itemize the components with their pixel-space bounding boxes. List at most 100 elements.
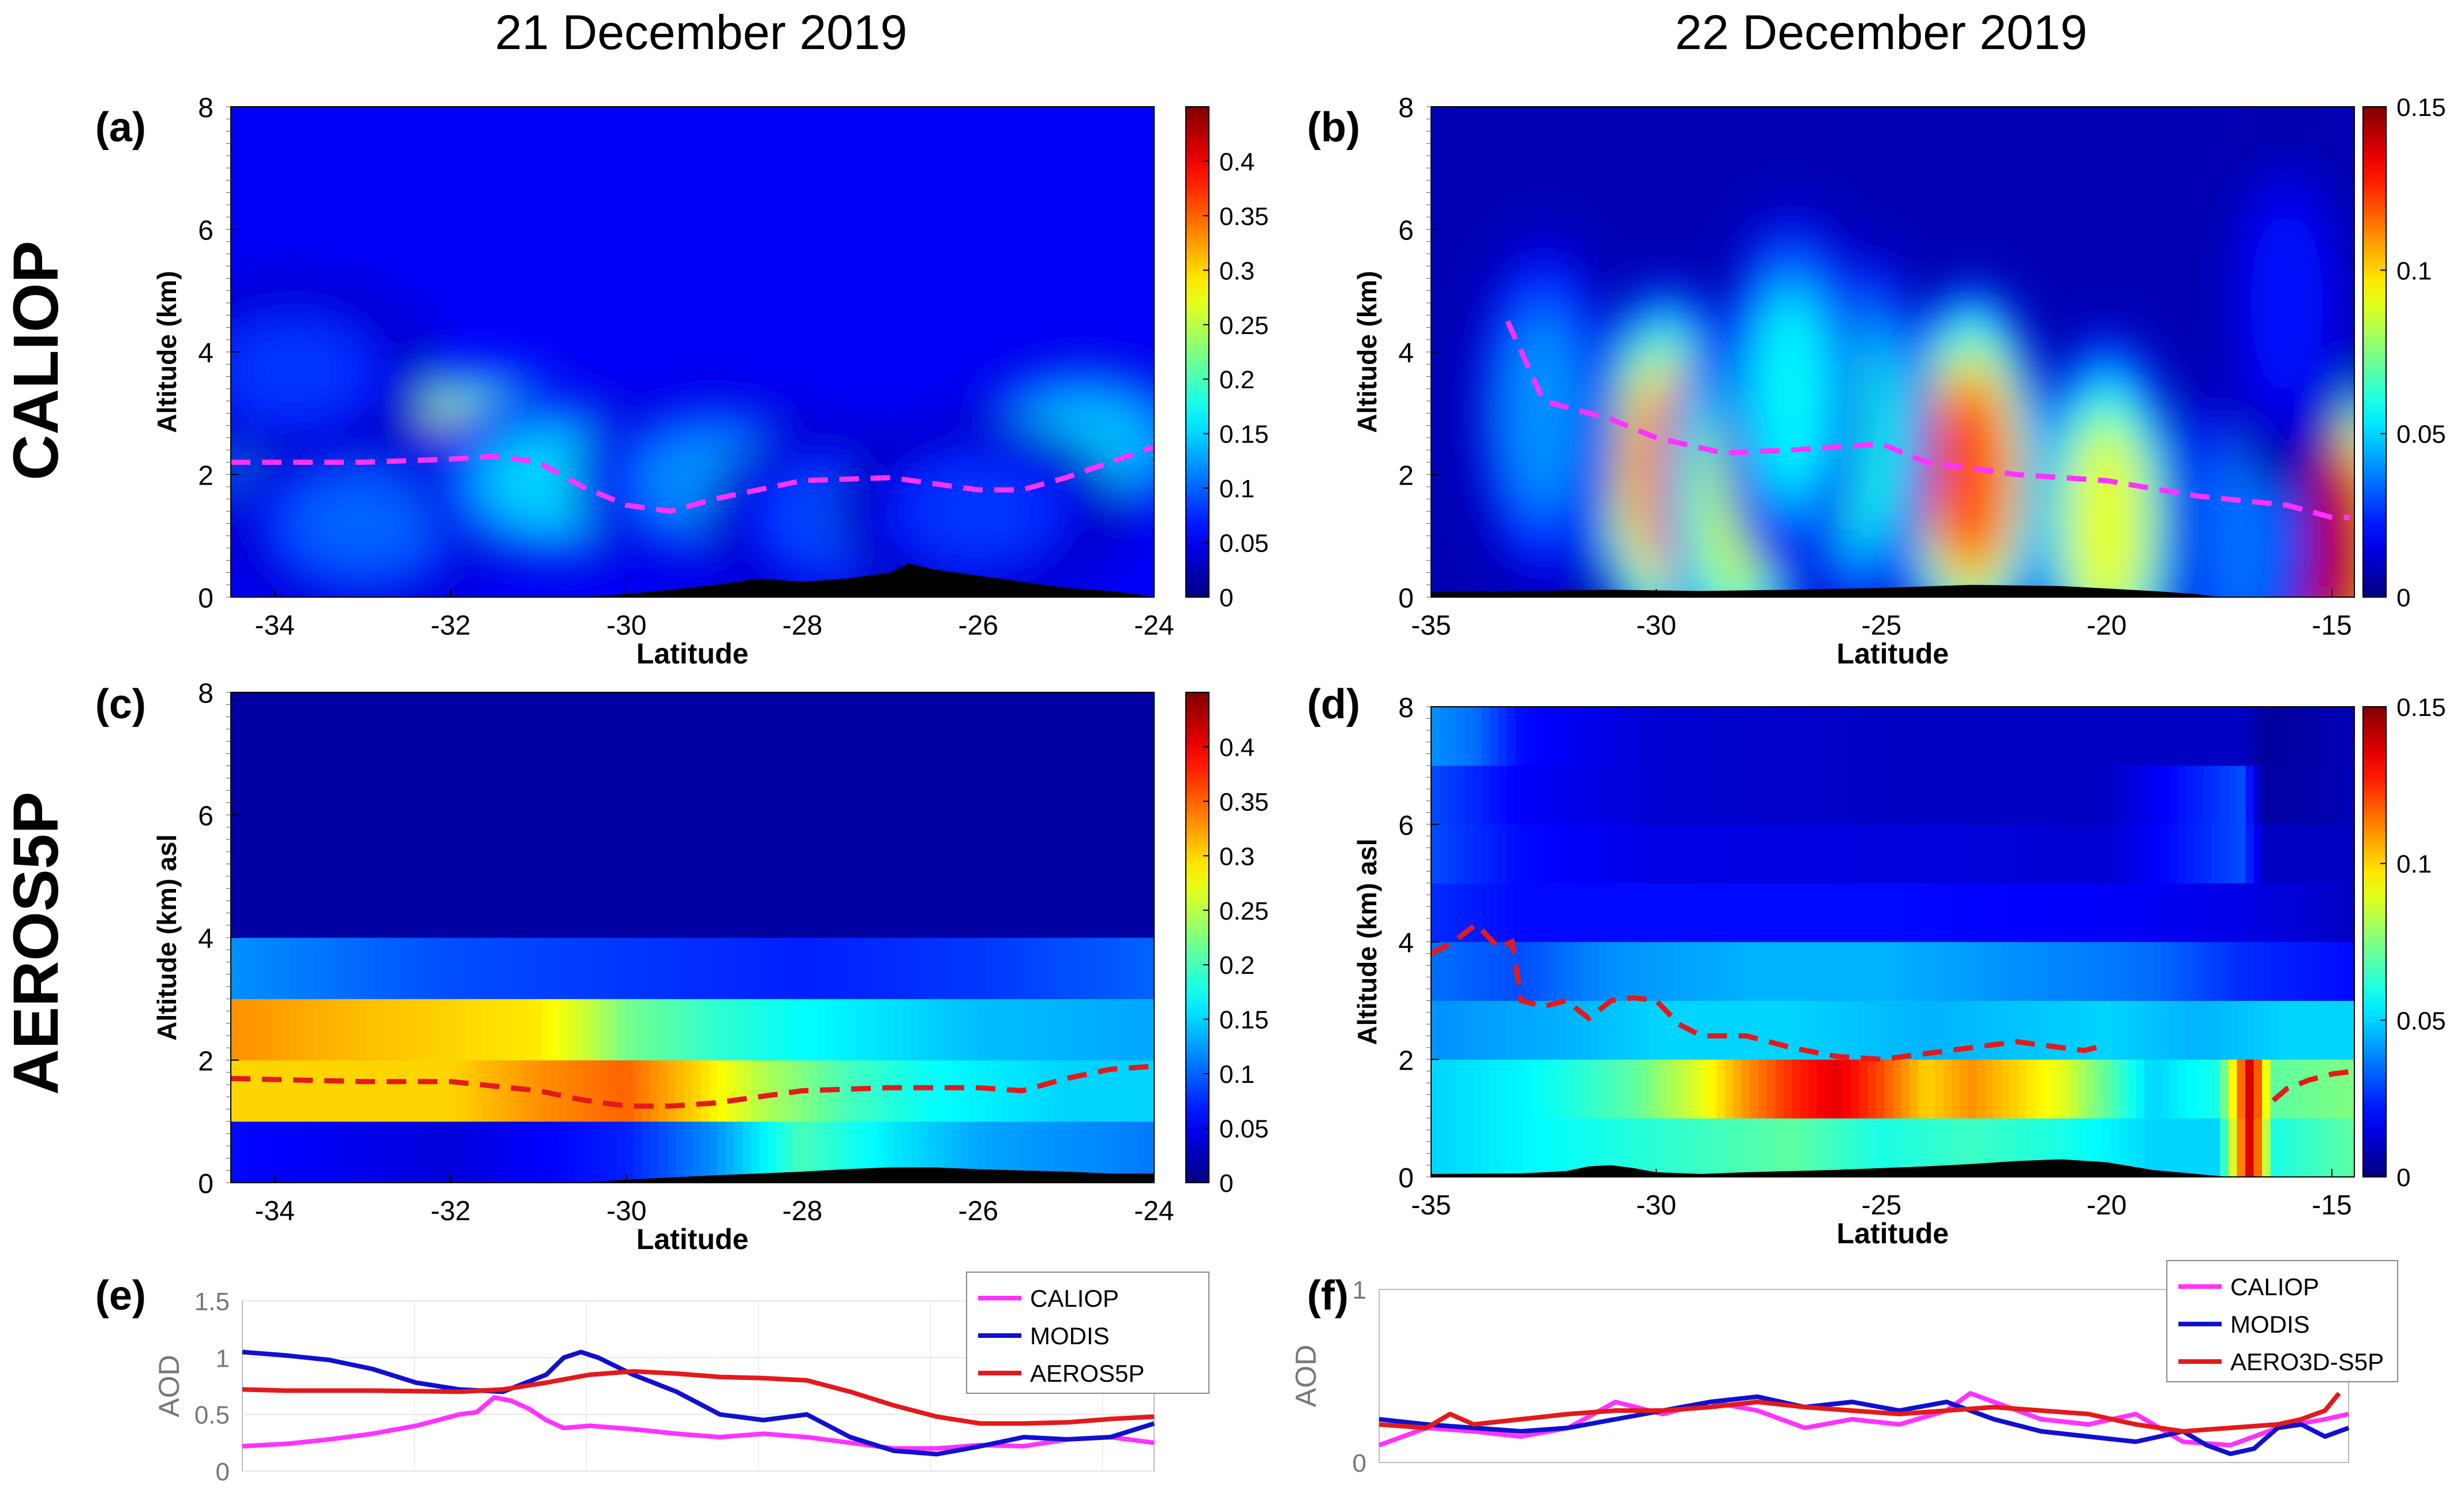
heatmap-cell — [843, 692, 853, 938]
heatmap-cell — [1834, 765, 1843, 825]
heatmap-cell — [1540, 942, 1549, 1001]
heatmap-cell — [961, 692, 970, 938]
heatmap-cell — [810, 1121, 819, 1183]
heatmap-cell — [1683, 1059, 1692, 1119]
heatmap-cell — [1893, 707, 1902, 766]
heatmap-cell — [1708, 707, 1717, 766]
heatmap-cell — [1842, 942, 1852, 1001]
heatmap-cell — [1683, 765, 1692, 825]
colorbar-tick-label: 0.35 — [1219, 202, 1269, 231]
x-tick-label: -20 — [2087, 1190, 2126, 1221]
heatmap-cell — [1020, 999, 1029, 1060]
heatmap-cell — [978, 1060, 987, 1122]
heatmap-cell — [994, 937, 1004, 999]
heatmap-cell — [2060, 765, 2070, 825]
terrain-area — [231, 563, 1154, 597]
panel-label-a: (a) — [95, 104, 146, 151]
heatmap-cell — [1817, 1059, 1826, 1119]
heatmap-cell — [1112, 999, 1121, 1060]
heatmap-cell — [2245, 883, 2255, 942]
heatmap-blob — [2250, 210, 2323, 396]
heatmap-cell — [1758, 1059, 1768, 1119]
heatmap-cell — [994, 692, 1004, 938]
heatmap-cell — [2085, 942, 2095, 1001]
heatmap-cell — [2111, 1059, 2120, 1119]
heatmap-cell — [634, 1121, 643, 1183]
heatmap-cell — [1934, 1059, 1944, 1119]
heatmap-cell — [1842, 707, 1852, 766]
heatmap-cell — [1716, 707, 1726, 766]
heatmap-cell — [986, 692, 995, 938]
heatmap-cell — [2262, 1000, 2271, 1060]
y-tick-label: 4 — [198, 338, 214, 369]
heatmap-cell — [1808, 1059, 1818, 1119]
heatmap-cell — [474, 692, 484, 938]
heatmap-cell — [675, 937, 685, 999]
heatmap-cell — [1968, 765, 1978, 825]
heatmap-cell — [717, 1060, 727, 1122]
heatmap-cell — [1465, 824, 1474, 884]
plot-area-b — [1431, 107, 2354, 597]
heatmap-cell — [2052, 1059, 2061, 1119]
heatmap-cell — [1691, 707, 1701, 766]
heatmap-cell — [289, 692, 299, 938]
heatmap-cell — [407, 1060, 416, 1122]
heatmap-cell — [994, 1121, 1004, 1183]
heatmap-cell — [2346, 942, 2354, 1001]
heatmap-cell — [1867, 765, 1877, 825]
heatmap-cell — [2178, 1059, 2188, 1119]
heatmap-cell — [1515, 942, 1524, 1001]
heatmap-cell — [549, 692, 559, 938]
heatmap-cell — [1993, 1000, 2003, 1060]
heatmap-cell — [1011, 692, 1021, 938]
heatmap-cell — [1062, 1121, 1071, 1183]
heatmap-cell — [2069, 1059, 2078, 1119]
heatmap-cell — [743, 937, 752, 999]
heatmap-cell — [642, 1121, 651, 1183]
heatmap-cell — [776, 937, 785, 999]
heatmap-cell — [1859, 942, 1868, 1001]
heatmap-cell — [2253, 942, 2263, 1001]
colorbar-tick-label: 0.2 — [1219, 951, 1255, 980]
x-tick-label: -32 — [430, 1196, 470, 1227]
heatmap-cell — [1800, 1118, 1810, 1177]
panel-label-c: (c) — [95, 681, 146, 727]
heatmap-cell — [1993, 707, 2003, 766]
heatmap-cell — [1632, 824, 1642, 884]
heatmap-cell — [2296, 1059, 2305, 1119]
heatmap-cell — [457, 1121, 467, 1183]
heatmap-cell — [449, 937, 458, 999]
heatmap-cell — [2237, 883, 2246, 942]
heatmap-cell — [2069, 883, 2078, 942]
heatmap-cell — [1506, 1118, 1516, 1177]
heatmap-cell — [2052, 883, 2061, 942]
heatmap-cell — [1875, 1000, 1885, 1060]
heatmap-cell — [340, 999, 349, 1060]
heatmap-cell — [1540, 1059, 1549, 1119]
heatmap-cell — [575, 1121, 584, 1183]
heatmap-cell — [1859, 824, 1868, 884]
heatmap-cell — [1875, 942, 1885, 1001]
heatmap-cell — [2312, 707, 2321, 766]
heatmap-cell — [701, 1060, 710, 1122]
heatmap-cell — [1641, 707, 1650, 766]
heatmap-cell — [868, 999, 878, 1060]
x-tick-label: -35 — [1411, 610, 1451, 641]
heatmap-cell — [1808, 1000, 1818, 1060]
heatmap-cell — [2270, 707, 2280, 766]
heatmap-cell — [474, 1060, 484, 1122]
heatmap-cell — [432, 999, 441, 1060]
heatmap-cell — [2128, 942, 2137, 1001]
heatmap-cell — [1028, 1060, 1038, 1122]
heatmap-cell — [1825, 883, 1835, 942]
y-tick-label: 6 — [198, 216, 214, 246]
heatmap-cell — [2304, 1118, 2313, 1177]
heatmap-cell — [2136, 942, 2145, 1001]
heatmap-cell — [767, 1060, 777, 1122]
heatmap-cell — [1590, 1059, 1600, 1119]
heatmap-cell — [1590, 1000, 1600, 1060]
heatmap-cell — [1649, 707, 1658, 766]
heatmap-cell — [1951, 707, 1961, 766]
heatmap-cell — [1079, 999, 1088, 1060]
